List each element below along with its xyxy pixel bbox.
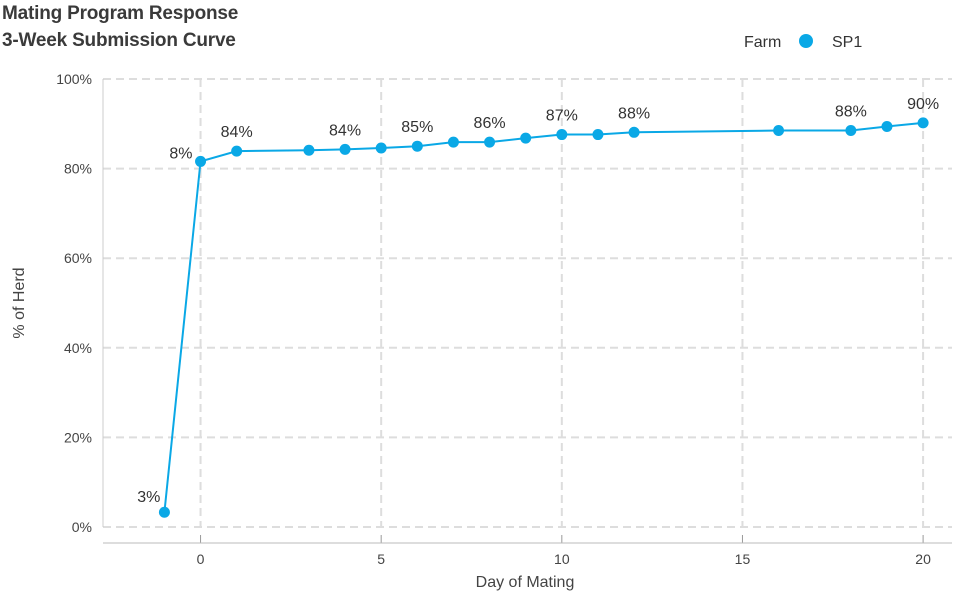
y-tick-label: 0% bbox=[72, 519, 92, 535]
data-point bbox=[917, 117, 929, 129]
y-axis-label: % of Herd bbox=[11, 267, 28, 338]
data-point bbox=[881, 120, 893, 132]
data-point bbox=[195, 155, 207, 167]
data-point bbox=[520, 132, 532, 144]
x-tick-label: 20 bbox=[915, 551, 931, 567]
legend-marker-sp1 bbox=[799, 34, 813, 48]
y-tick-label: 40% bbox=[64, 340, 92, 356]
data-label: 88% bbox=[618, 105, 650, 122]
data-label: 88% bbox=[835, 104, 867, 121]
x-tick-label: 10 bbox=[554, 551, 570, 567]
data-point bbox=[484, 136, 496, 148]
chart-title-block: Mating Program Response 3-Week Submissio… bbox=[2, 0, 238, 54]
data-label: 85% bbox=[401, 119, 433, 136]
chart-subtitle: 3-Week Submission Curve bbox=[2, 30, 236, 51]
x-axis-label: Day of Mating bbox=[476, 574, 575, 591]
data-point bbox=[375, 142, 387, 154]
x-tick-label: 15 bbox=[735, 551, 751, 567]
data-label: 86% bbox=[474, 115, 506, 132]
data-point bbox=[773, 125, 785, 137]
data-point bbox=[628, 126, 640, 138]
series-layer bbox=[158, 117, 929, 518]
data-label: 87% bbox=[546, 108, 578, 125]
data-label: 84% bbox=[329, 122, 361, 139]
data-point bbox=[447, 136, 459, 148]
chart-title: Mating Program Response bbox=[2, 3, 239, 24]
data-point bbox=[158, 506, 170, 518]
data-label: 84% bbox=[221, 124, 253, 141]
series-line-sp1 bbox=[163, 121, 924, 513]
legend-title: Farm bbox=[744, 34, 781, 51]
x-tick-label: 5 bbox=[377, 551, 385, 567]
y-tick-label: 60% bbox=[64, 250, 92, 266]
data-point bbox=[339, 143, 351, 155]
data-labels: 3% 8% 84% 84% 85% 86% 87% 88% 88% 90% bbox=[137, 96, 939, 506]
y-tick-label: 100% bbox=[56, 71, 92, 87]
data-point bbox=[303, 144, 315, 156]
data-label: 3% bbox=[137, 489, 160, 506]
x-tick-label: 0 bbox=[197, 551, 205, 567]
legend: Farm SP1 bbox=[744, 34, 862, 51]
y-tick-label: 20% bbox=[64, 429, 92, 445]
data-point bbox=[231, 145, 243, 157]
data-label: 90% bbox=[907, 96, 939, 113]
data-point bbox=[556, 129, 568, 141]
gridlines bbox=[103, 78, 952, 528]
data-label: 8% bbox=[169, 145, 192, 162]
data-point bbox=[411, 140, 423, 152]
data-point bbox=[592, 129, 604, 141]
legend-label-sp1: SP1 bbox=[832, 34, 862, 51]
data-point bbox=[845, 125, 857, 137]
y-tick-label: 80% bbox=[64, 161, 92, 177]
axes: 0% 20% 40% 60% 80% 100% 0 5 10 15 20 bbox=[56, 71, 952, 567]
